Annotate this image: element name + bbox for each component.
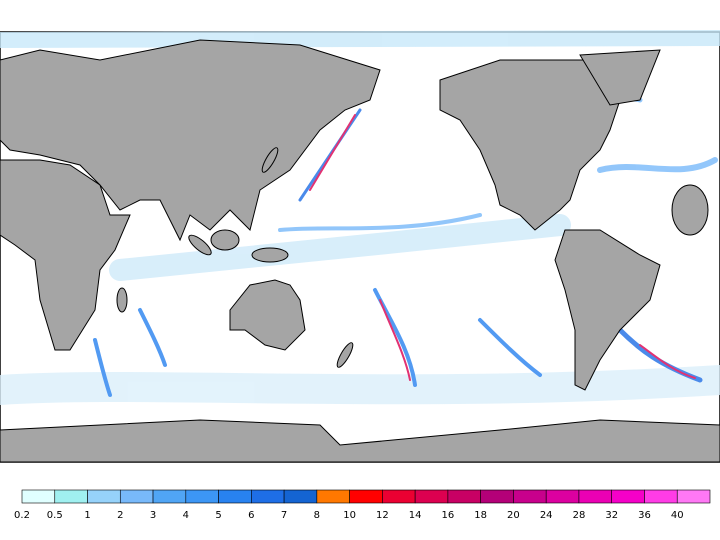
colorbar-swatch <box>54 489 88 504</box>
colorbar-swatch <box>349 489 383 504</box>
colorbar-label: 10 <box>343 510 356 521</box>
rain-band <box>597 157 718 173</box>
colorbar-swatch <box>644 489 678 504</box>
colorbar-swatch <box>119 489 154 504</box>
australia <box>229 279 306 351</box>
colorbar-swatch <box>185 489 219 504</box>
colorbar-swatch <box>152 489 187 504</box>
colorbar-label: 20 <box>507 510 520 521</box>
colorbar-swatch <box>611 489 645 504</box>
rain-band <box>309 114 356 191</box>
eurasia <box>0 39 381 242</box>
rain-band <box>478 318 542 377</box>
colorbar-swatch <box>87 489 121 504</box>
colorbar-label: 24 <box>540 510 553 521</box>
colorbar-label: 36 <box>638 510 651 521</box>
colorbar-label: 32 <box>605 510 618 521</box>
colorbar-label: 40 <box>671 510 684 521</box>
borneo <box>210 229 240 251</box>
colorbar-swatch <box>414 489 449 504</box>
map <box>0 30 720 463</box>
colorbar-label: 12 <box>376 510 389 521</box>
colorbar-swatch <box>218 489 252 504</box>
rain-band <box>93 338 112 397</box>
rain-band <box>0 30 720 48</box>
rain-band <box>138 308 167 367</box>
colorbar-label: 7 <box>281 510 287 521</box>
south-america <box>554 229 661 391</box>
colorbar-swatch <box>545 489 580 504</box>
colorbar-swatch <box>283 489 318 504</box>
colorbar-label: 16 <box>442 510 455 521</box>
colorbar-label: 5 <box>215 510 221 521</box>
colorbar-swatch <box>513 489 547 504</box>
africa <box>0 159 131 351</box>
colorbar-swatch <box>480 489 514 504</box>
sumatra <box>188 234 212 256</box>
antarctica <box>0 419 720 463</box>
colorbar-swatch <box>447 489 481 504</box>
colorbar-label: 2 <box>117 510 123 521</box>
land <box>0 39 720 463</box>
colorbar-label: 18 <box>474 510 487 521</box>
rain-band <box>278 213 482 232</box>
madagascar <box>116 287 128 313</box>
colorbar-label: 0.5 <box>47 510 63 521</box>
rain-band <box>639 344 696 379</box>
precipitation-areas <box>0 30 720 405</box>
colorbar-swatch <box>676 489 711 504</box>
colorbar-label: 8 <box>314 510 320 521</box>
colorbar-label: 4 <box>183 510 189 521</box>
colorbar-swatch <box>316 489 350 504</box>
colorbar-label: 1 <box>84 510 90 521</box>
colorbar-label: 28 <box>573 510 586 521</box>
new-zealand <box>336 342 354 368</box>
colorbar-swatch <box>382 489 416 504</box>
colorbar-label: 3 <box>150 510 156 521</box>
africa-east-edge <box>671 184 709 236</box>
colorbar-label: 6 <box>248 510 254 521</box>
japan <box>261 147 279 173</box>
rain-band <box>0 365 720 405</box>
colorbar: 0.2 0.5 1 2 3 4 5 6 7 8 10 12 14 16 18 20 24 28 32 36 40 <box>14 489 711 521</box>
colorbar-swatch <box>251 489 285 504</box>
new-guinea <box>251 247 289 263</box>
colorbar-label: 14 <box>409 510 422 521</box>
colorbar-label: 0.2 <box>14 510 30 521</box>
greenland <box>579 49 661 106</box>
rain-band <box>379 299 411 381</box>
colorbar-swatch <box>578 489 613 504</box>
colorbar-swatch <box>21 489 56 504</box>
rain-band <box>109 214 571 281</box>
